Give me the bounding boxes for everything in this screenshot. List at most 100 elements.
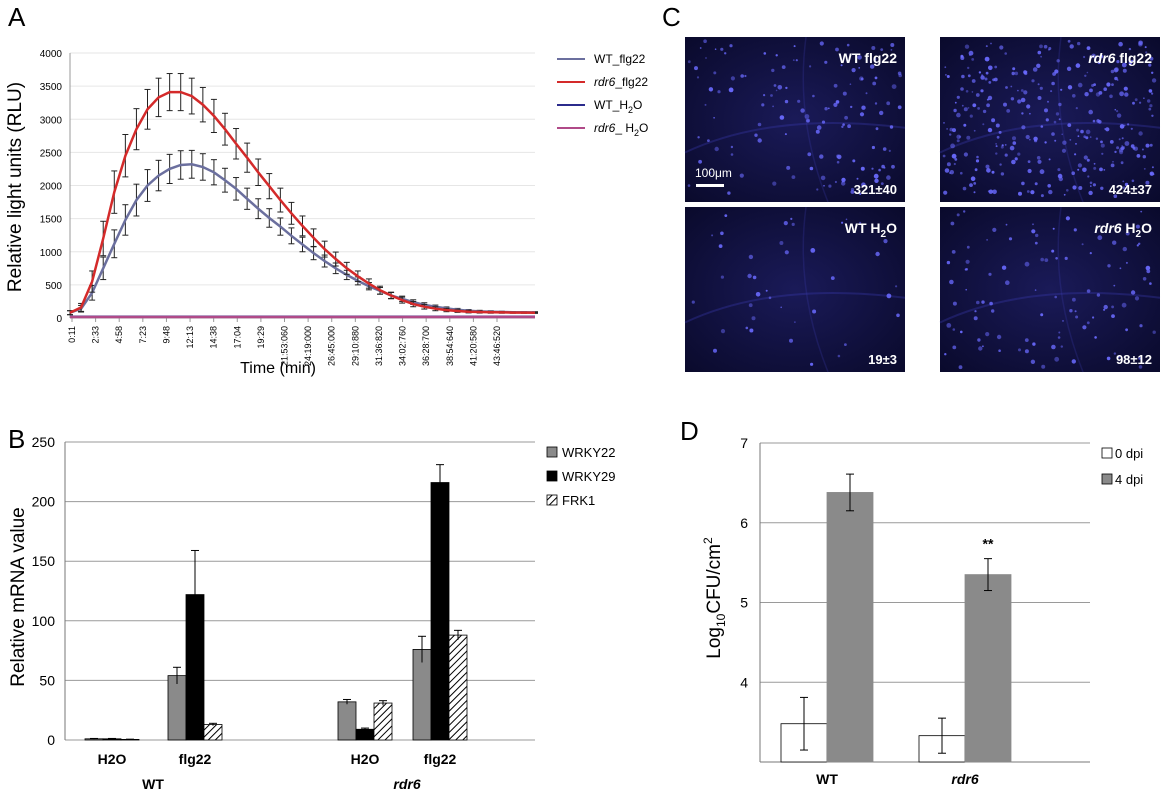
callose-dot bbox=[1017, 152, 1021, 156]
callose-dot bbox=[1143, 168, 1146, 170]
callose-dot bbox=[1012, 141, 1017, 145]
callose-dot bbox=[1119, 91, 1124, 97]
callose-dot bbox=[971, 79, 976, 83]
callose-dot bbox=[1020, 89, 1024, 92]
vein bbox=[802, 206, 829, 373]
callose-dot bbox=[1036, 63, 1041, 68]
callose-dot bbox=[1051, 81, 1055, 86]
callose-dot bbox=[833, 102, 838, 107]
callose-dot bbox=[1039, 44, 1043, 49]
legend-label-sub: 2 bbox=[628, 105, 633, 115]
legend-label: WRKY29 bbox=[562, 469, 615, 484]
callose-dot bbox=[1077, 82, 1083, 88]
callose-dot bbox=[714, 146, 719, 152]
callose-dot bbox=[847, 124, 851, 129]
callose-dot bbox=[977, 338, 981, 342]
callose-dot bbox=[873, 57, 877, 61]
callose-dot bbox=[1077, 135, 1080, 138]
callose-dot bbox=[971, 91, 974, 93]
callose-dot bbox=[1008, 237, 1013, 241]
callose-dot bbox=[966, 245, 970, 249]
callose-dot bbox=[859, 112, 865, 117]
callose-dot bbox=[972, 103, 977, 108]
callose-dot bbox=[986, 168, 991, 173]
callose-dot bbox=[1057, 168, 1061, 172]
callose-dot bbox=[729, 44, 733, 48]
callose-dot bbox=[1107, 264, 1111, 268]
callose-dot bbox=[1120, 161, 1124, 165]
legend-label: FRK1 bbox=[562, 493, 595, 508]
legend-label-part: rdr6 bbox=[594, 75, 616, 89]
callose-dot bbox=[1055, 257, 1058, 260]
callose-dot bbox=[1148, 107, 1152, 111]
callose-dot bbox=[1089, 88, 1093, 93]
callose-dot bbox=[809, 166, 814, 171]
callose-dot bbox=[967, 107, 970, 109]
callose-dot bbox=[982, 109, 987, 114]
callose-dot bbox=[1005, 223, 1008, 226]
callose-dot bbox=[879, 110, 884, 116]
callose-dot bbox=[973, 191, 976, 194]
callose-dot bbox=[965, 90, 969, 93]
callose-dot bbox=[1119, 124, 1125, 129]
callose-dot bbox=[975, 93, 980, 97]
callose-dot bbox=[1111, 83, 1114, 86]
tile-count: 424±37 bbox=[1109, 182, 1152, 197]
y-tick-label: 150 bbox=[32, 553, 56, 569]
callose-dot bbox=[958, 135, 962, 138]
callose-dot bbox=[827, 107, 830, 110]
chart-a: 0 500 1000 1500 2000 2500 3000 3500 4000 0:11 2:33… bbox=[40, 49, 538, 366]
callose-dot bbox=[961, 74, 965, 79]
callose-dot bbox=[828, 184, 832, 188]
callose-dot bbox=[836, 154, 840, 158]
callose-dot bbox=[1052, 227, 1055, 230]
callose-dot bbox=[1111, 305, 1114, 309]
callose-dot bbox=[1093, 162, 1096, 165]
callose-dot bbox=[873, 173, 879, 179]
callose-dot bbox=[1011, 159, 1016, 165]
callose-dot bbox=[850, 190, 855, 194]
callose-dot bbox=[1018, 348, 1021, 352]
bar bbox=[826, 492, 874, 763]
callose-dot bbox=[777, 85, 783, 90]
callose-dot bbox=[730, 76, 736, 81]
callose-dot bbox=[974, 168, 978, 172]
callose-dot bbox=[1075, 63, 1081, 68]
legend-label: WRKY22 bbox=[562, 445, 615, 460]
callose-dot bbox=[714, 48, 717, 50]
callose-dot bbox=[994, 65, 998, 69]
x-tick-label: 26:45:000 bbox=[327, 326, 337, 366]
callose-dot bbox=[944, 66, 947, 69]
callose-dot bbox=[1034, 289, 1037, 291]
callose-dot bbox=[995, 152, 998, 155]
callose-dot bbox=[1032, 342, 1036, 346]
legend-swatch bbox=[546, 470, 558, 482]
callose-dot bbox=[1082, 325, 1087, 330]
callose-dot bbox=[1132, 101, 1135, 105]
callose-dot bbox=[1100, 140, 1103, 144]
callose-dot bbox=[878, 168, 881, 172]
callose-dot bbox=[1077, 163, 1082, 168]
callose-dot bbox=[1086, 289, 1091, 293]
y-tick-label: 500 bbox=[45, 281, 62, 292]
callose-dot bbox=[1058, 102, 1062, 107]
callose-dot bbox=[985, 164, 990, 169]
callose-dot bbox=[1023, 70, 1027, 75]
group-label: WT bbox=[142, 776, 164, 792]
callose-dot bbox=[1058, 331, 1061, 334]
callose-dot bbox=[698, 159, 702, 164]
bar bbox=[355, 728, 375, 741]
callose-dot bbox=[985, 332, 990, 337]
callose-dot bbox=[988, 189, 993, 194]
callose-dot bbox=[1152, 330, 1156, 334]
callose-dot bbox=[1075, 107, 1078, 110]
callose-dot bbox=[1098, 91, 1103, 95]
callose-dot bbox=[1110, 69, 1115, 74]
callose-dot bbox=[755, 292, 761, 297]
callose-dot bbox=[697, 136, 700, 139]
callose-dot bbox=[946, 323, 952, 328]
callose-dot bbox=[875, 127, 879, 131]
callose-dot bbox=[976, 155, 979, 159]
